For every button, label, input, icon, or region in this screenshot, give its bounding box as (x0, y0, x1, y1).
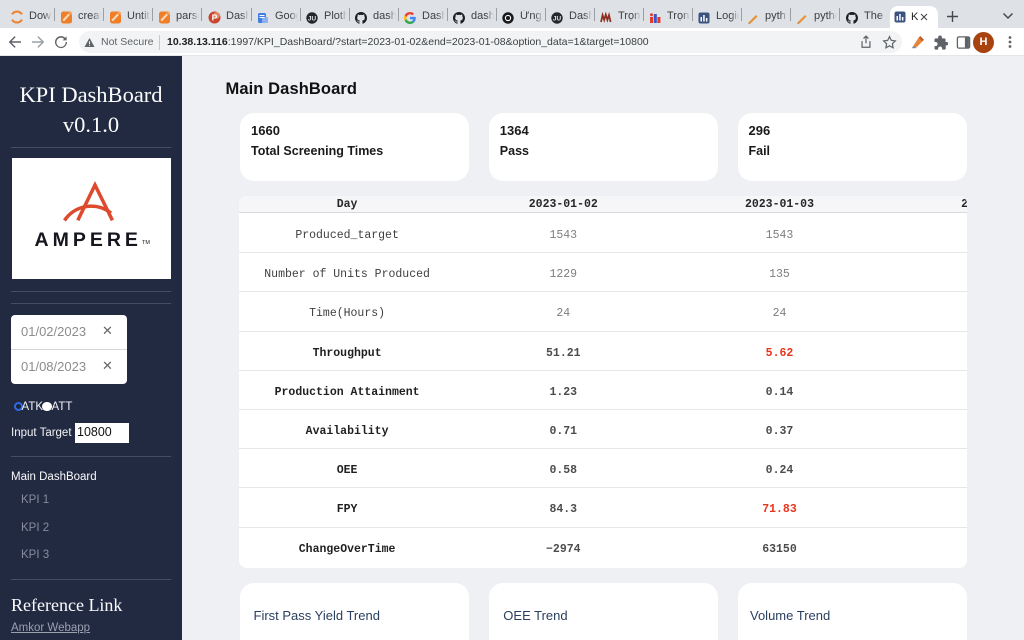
svg-text:AMPERE: AMPERE (35, 229, 142, 251)
svg-text:TM: TM (142, 240, 150, 246)
svg-text:JU: JU (553, 15, 562, 22)
svg-text:P: P (212, 13, 218, 23)
svg-text:JU: JU (308, 15, 317, 22)
